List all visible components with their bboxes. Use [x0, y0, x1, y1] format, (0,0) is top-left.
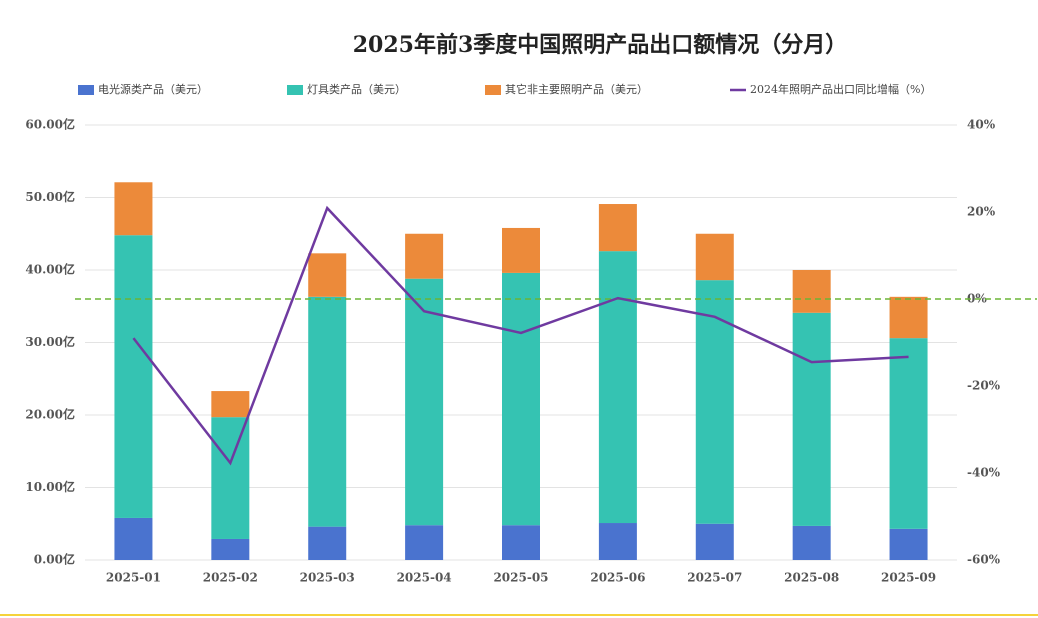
- x-tick-label: 2025-02: [203, 571, 258, 585]
- bar: [792, 312, 831, 526]
- bar: [211, 391, 250, 418]
- x-tick-label: 2025-06: [590, 571, 645, 585]
- y2-tick-label: 40%: [967, 118, 996, 132]
- bar: [502, 272, 540, 526]
- y-tick-label: 50.00亿: [25, 189, 75, 204]
- bar: [695, 233, 734, 281]
- bar: [502, 525, 540, 560]
- x-tick-label: 2025-01: [106, 571, 161, 585]
- bar: [308, 253, 347, 297]
- bar: [308, 296, 347, 527]
- legend-swatch: [78, 85, 94, 95]
- y-tick-label: 30.00亿: [25, 334, 75, 349]
- x-tick-label: 2025-09: [881, 571, 936, 585]
- bar: [598, 204, 637, 252]
- bar: [889, 296, 928, 339]
- x-tick-label: 2025-03: [300, 571, 355, 585]
- y2-tick-label: -60%: [967, 553, 1001, 567]
- x-tick-label: 2025-07: [687, 571, 742, 585]
- x-tick-label: 2025-05: [493, 571, 548, 585]
- y-tick-label: 10.00亿: [25, 479, 75, 494]
- bar: [211, 417, 250, 539]
- bar: [308, 526, 347, 560]
- bar: [695, 523, 734, 560]
- bar: [114, 235, 153, 518]
- legend-swatch: [485, 85, 501, 95]
- y2-tick-label: 20%: [967, 205, 996, 219]
- y-tick-label: 60.00亿: [25, 117, 75, 132]
- y-tick-label: 20.00亿: [25, 407, 75, 422]
- y2-tick-label: -20%: [967, 379, 1001, 393]
- x-tick-label: 2025-04: [397, 571, 452, 585]
- bar: [889, 528, 928, 560]
- bar: [889, 338, 928, 529]
- bar: [695, 280, 734, 524]
- legend-label: 电光源类产品（美元）: [98, 82, 208, 96]
- bar: [502, 227, 540, 273]
- bar: [405, 233, 444, 279]
- bar: [405, 278, 444, 526]
- bar: [792, 270, 831, 313]
- chart-title: 2025年前3季度中国照明产品出口额情况（分月）: [353, 32, 848, 58]
- bar: [598, 523, 637, 560]
- y2-tick-label: -40%: [967, 466, 1001, 480]
- bar: [598, 251, 637, 524]
- legend-label: 2024年照明产品出口同比增幅（%）: [750, 82, 931, 96]
- bar: [405, 525, 444, 560]
- legend-swatch: [287, 85, 303, 95]
- bar: [114, 182, 153, 236]
- x-tick-label: 2025-08: [784, 571, 839, 585]
- y-tick-label: 40.00亿: [25, 262, 75, 277]
- legend-label: 灯具类产品（美元）: [307, 82, 406, 96]
- line: [132, 205, 909, 466]
- bar: [211, 538, 250, 560]
- y-tick-label: 0.00亿: [34, 552, 75, 567]
- legend-label: 其它非主要照明产品（美元）: [505, 82, 648, 96]
- bar: [792, 525, 831, 560]
- bar: [114, 517, 153, 560]
